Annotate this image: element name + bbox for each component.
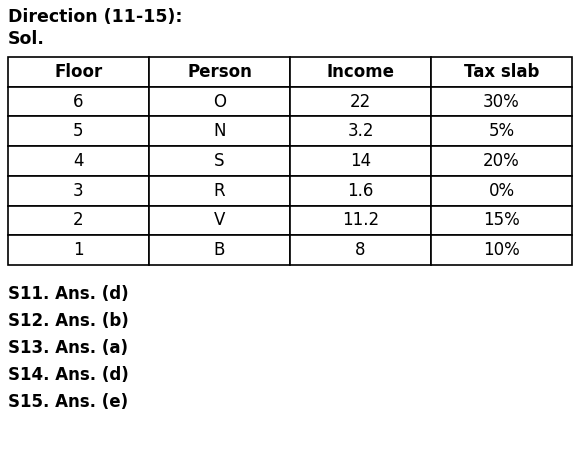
Text: 4: 4 bbox=[73, 152, 84, 170]
Text: 10%: 10% bbox=[483, 241, 520, 259]
Text: 30%: 30% bbox=[483, 93, 520, 110]
Bar bbox=[431, 206, 572, 235]
Bar bbox=[290, 116, 431, 146]
Text: V: V bbox=[214, 212, 225, 229]
Text: Floor: Floor bbox=[54, 63, 103, 81]
Text: 6: 6 bbox=[73, 93, 84, 110]
Bar bbox=[290, 206, 431, 235]
Bar bbox=[8, 176, 149, 206]
Bar bbox=[149, 235, 290, 265]
Text: Person: Person bbox=[187, 63, 252, 81]
Text: Income: Income bbox=[326, 63, 395, 81]
Text: 3: 3 bbox=[73, 182, 84, 200]
Bar bbox=[149, 176, 290, 206]
Bar bbox=[8, 146, 149, 176]
Text: 1.6: 1.6 bbox=[347, 182, 374, 200]
Text: 5: 5 bbox=[73, 122, 84, 140]
Bar bbox=[431, 57, 572, 87]
Text: 3.2: 3.2 bbox=[347, 122, 374, 140]
Text: 20%: 20% bbox=[483, 152, 520, 170]
Bar bbox=[290, 235, 431, 265]
Text: S12. Ans. (b): S12. Ans. (b) bbox=[8, 312, 129, 330]
Bar bbox=[431, 87, 572, 116]
Text: 22: 22 bbox=[350, 93, 371, 110]
Text: S14. Ans. (d): S14. Ans. (d) bbox=[8, 366, 129, 384]
Bar bbox=[8, 235, 149, 265]
Text: Sol.: Sol. bbox=[8, 30, 45, 48]
Text: S11. Ans. (d): S11. Ans. (d) bbox=[8, 285, 129, 303]
Text: N: N bbox=[213, 122, 226, 140]
Text: S: S bbox=[214, 152, 225, 170]
Bar bbox=[8, 116, 149, 146]
Text: 5%: 5% bbox=[489, 122, 515, 140]
Text: 0%: 0% bbox=[489, 182, 515, 200]
Bar bbox=[8, 87, 149, 116]
Bar bbox=[290, 57, 431, 87]
Bar bbox=[290, 176, 431, 206]
Bar bbox=[149, 146, 290, 176]
Text: B: B bbox=[214, 241, 225, 259]
Bar bbox=[8, 206, 149, 235]
Text: 2: 2 bbox=[73, 212, 84, 229]
Bar bbox=[8, 57, 149, 87]
Bar bbox=[149, 206, 290, 235]
Text: 11.2: 11.2 bbox=[342, 212, 379, 229]
Text: 1: 1 bbox=[73, 241, 84, 259]
Text: Tax slab: Tax slab bbox=[464, 63, 539, 81]
Bar bbox=[290, 146, 431, 176]
Bar bbox=[431, 146, 572, 176]
Text: 8: 8 bbox=[355, 241, 366, 259]
Bar bbox=[431, 116, 572, 146]
Bar bbox=[149, 57, 290, 87]
Text: R: R bbox=[214, 182, 225, 200]
Text: 15%: 15% bbox=[483, 212, 520, 229]
Text: S13. Ans. (a): S13. Ans. (a) bbox=[8, 339, 128, 357]
Bar bbox=[149, 87, 290, 116]
Text: 14: 14 bbox=[350, 152, 371, 170]
Bar bbox=[290, 87, 431, 116]
Text: Direction (11-15):: Direction (11-15): bbox=[8, 8, 182, 26]
Bar bbox=[431, 176, 572, 206]
Bar bbox=[149, 116, 290, 146]
Bar bbox=[431, 235, 572, 265]
Text: S15. Ans. (e): S15. Ans. (e) bbox=[8, 393, 128, 411]
Text: O: O bbox=[213, 93, 226, 110]
